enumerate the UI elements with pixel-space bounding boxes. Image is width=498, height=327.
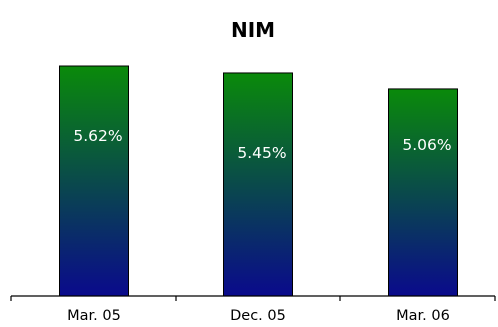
data-label: 5.62%	[73, 127, 122, 145]
x-tick-label: Mar. 05	[67, 308, 121, 324]
x-tick-label: Dec. 05	[230, 308, 286, 324]
bars-group	[59, 65, 458, 297]
bar-dec-05	[223, 72, 293, 297]
chart-title: NIM	[231, 18, 275, 42]
bar-mar-05	[59, 65, 129, 297]
x-axis: Mar. 05 Dec. 05 Mar. 06	[10, 295, 496, 324]
data-label: 5.06%	[402, 136, 451, 154]
data-label: 5.45%	[237, 144, 286, 162]
data-labels-group: 5.62% 5.45% 5.06%	[73, 127, 451, 162]
x-tick-label: Mar. 06	[396, 308, 450, 324]
bar-mar-06	[388, 88, 458, 297]
